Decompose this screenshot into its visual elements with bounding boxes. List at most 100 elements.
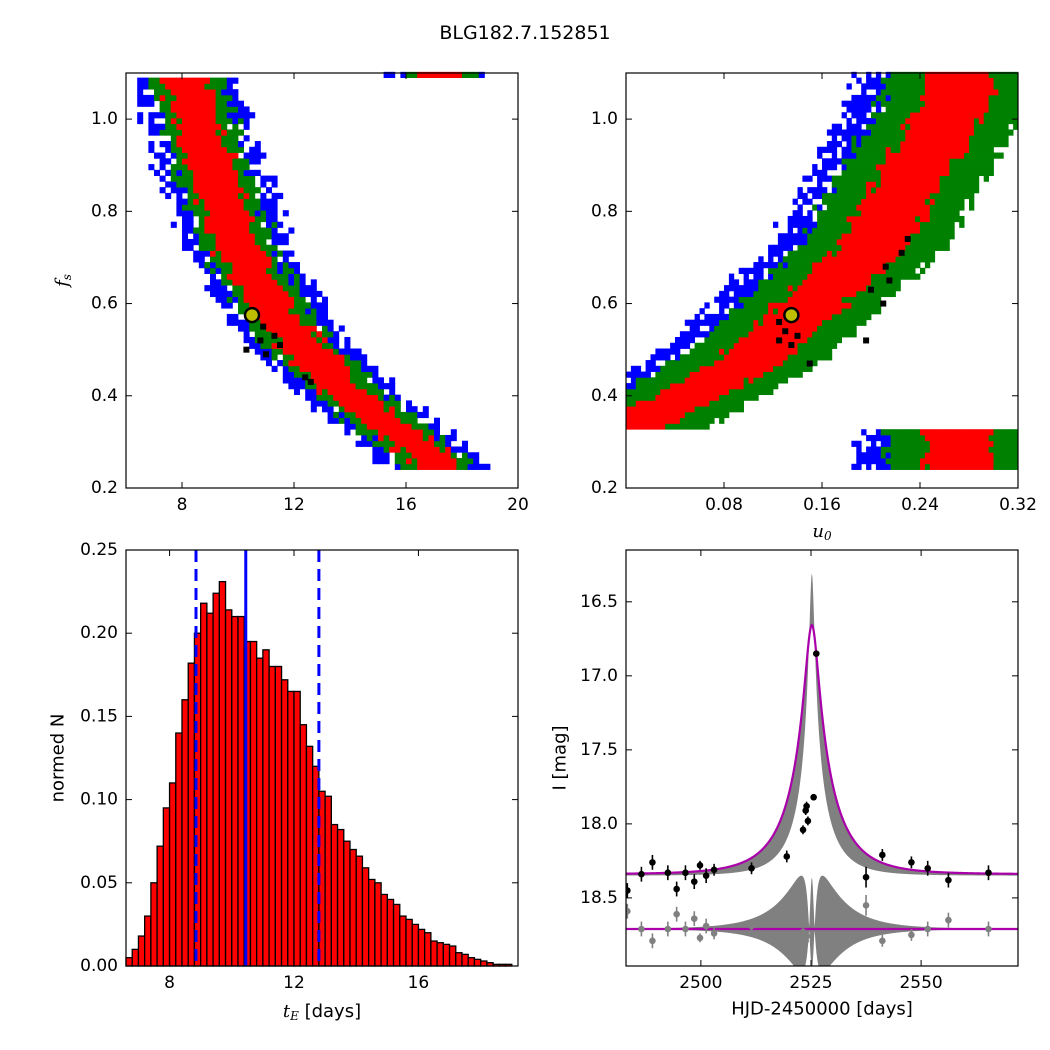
posterior-cell bbox=[905, 141, 911, 148]
posterior-cell bbox=[934, 169, 940, 176]
posterior-cell bbox=[822, 227, 828, 234]
posterior-cell bbox=[1013, 83, 1019, 90]
posterior-cell bbox=[650, 400, 656, 407]
posterior-cell bbox=[802, 239, 808, 246]
posterior-cell bbox=[204, 192, 211, 200]
posterior-cell bbox=[322, 336, 328, 344]
posterior-cell bbox=[299, 365, 306, 372]
posterior-cell bbox=[768, 308, 774, 315]
posterior-cell bbox=[333, 388, 340, 396]
posterior-cell bbox=[282, 296, 289, 303]
posterior-cell bbox=[299, 377, 306, 384]
histogram-bar bbox=[144, 915, 152, 967]
posterior-cell bbox=[198, 135, 205, 142]
posterior-cell bbox=[148, 129, 155, 136]
posterior-cell bbox=[322, 394, 328, 401]
data-point bbox=[985, 869, 992, 877]
posterior-cell bbox=[861, 192, 867, 200]
posterior-cell bbox=[665, 360, 671, 367]
posterior-cell bbox=[875, 169, 882, 176]
posterior-cell bbox=[249, 204, 256, 211]
posterior-cell bbox=[372, 371, 379, 378]
posterior-cell bbox=[777, 348, 784, 355]
posterior-cell bbox=[689, 417, 695, 424]
posterior-cell bbox=[885, 221, 891, 228]
posterior-cell bbox=[826, 331, 833, 338]
posterior-cell bbox=[900, 463, 906, 470]
posterior-cell bbox=[327, 377, 334, 384]
posterior-cell bbox=[719, 348, 725, 355]
posterior-cell bbox=[802, 279, 808, 286]
posterior-cell bbox=[232, 181, 239, 188]
posterior-cell bbox=[249, 302, 256, 309]
posterior-cell bbox=[221, 117, 228, 125]
posterior-cell bbox=[445, 446, 452, 453]
posterior-cell bbox=[910, 141, 916, 148]
posterior-cell bbox=[949, 100, 955, 107]
posterior-cell bbox=[322, 296, 328, 303]
posterior-cell bbox=[473, 463, 480, 470]
posterior-cell bbox=[983, 169, 989, 176]
posterior-cell bbox=[333, 331, 340, 338]
data-point bbox=[812, 650, 820, 657]
posterior-cell bbox=[724, 406, 730, 413]
posterior-cell bbox=[748, 348, 754, 355]
posterior-cell bbox=[851, 135, 857, 142]
posterior-cell bbox=[1008, 440, 1014, 447]
posterior-cell bbox=[856, 77, 862, 84]
posterior-cell bbox=[939, 117, 945, 125]
posterior-cell bbox=[714, 377, 720, 384]
posterior-cell bbox=[856, 221, 862, 228]
posterior-cell bbox=[400, 429, 407, 436]
posterior-cell bbox=[137, 89, 144, 96]
posterior-cell bbox=[895, 434, 901, 442]
posterior-cell bbox=[182, 215, 188, 223]
posterior-cell bbox=[660, 417, 666, 424]
posterior-cell bbox=[944, 175, 950, 182]
posterior-cell bbox=[900, 164, 906, 171]
posterior-cell bbox=[635, 411, 642, 419]
posterior-cell bbox=[170, 89, 177, 96]
residual-point bbox=[649, 937, 656, 945]
posterior-cell bbox=[221, 175, 228, 182]
posterior-cell bbox=[748, 319, 754, 326]
data-point bbox=[710, 866, 718, 874]
posterior-cell bbox=[187, 187, 194, 194]
posterior-cell bbox=[944, 210, 950, 217]
posterior-cell bbox=[846, 117, 852, 125]
x-tick-label: 8 bbox=[164, 973, 175, 993]
posterior-cell bbox=[738, 365, 744, 372]
posterior-cell bbox=[260, 181, 267, 188]
posterior-cell bbox=[221, 273, 228, 280]
posterior-cell bbox=[773, 244, 779, 251]
posterior-cell bbox=[288, 342, 295, 349]
posterior-cell bbox=[204, 89, 211, 96]
posterior-cell bbox=[812, 267, 818, 274]
posterior-cell bbox=[949, 429, 955, 436]
posterior-cell bbox=[422, 423, 429, 430]
posterior-cell bbox=[787, 302, 793, 309]
posterior-cell bbox=[988, 152, 994, 159]
posterior-cell bbox=[934, 221, 940, 228]
posterior-cell bbox=[226, 164, 233, 171]
posterior-cell bbox=[148, 83, 155, 90]
posterior-cell bbox=[861, 187, 867, 194]
posterior-cell bbox=[934, 71, 940, 79]
posterior-cell bbox=[310, 406, 317, 413]
posterior-cell bbox=[1013, 452, 1019, 459]
x-tick-label: 0.24 bbox=[901, 495, 939, 515]
posterior-cell bbox=[871, 458, 877, 465]
posterior-cell bbox=[895, 440, 901, 447]
posterior-cell bbox=[787, 290, 793, 298]
posterior-cell bbox=[831, 123, 838, 130]
residual-point bbox=[673, 910, 680, 918]
posterior-cell bbox=[773, 273, 779, 280]
posterior-cell bbox=[733, 400, 740, 407]
posterior-cell bbox=[890, 210, 896, 217]
posterior-cell bbox=[238, 290, 244, 298]
posterior-cell bbox=[758, 296, 764, 303]
histogram-bar bbox=[268, 665, 276, 967]
x-tick-label: 16 bbox=[408, 973, 430, 993]
posterior-cell bbox=[728, 406, 735, 413]
posterior-cell bbox=[851, 112, 857, 119]
